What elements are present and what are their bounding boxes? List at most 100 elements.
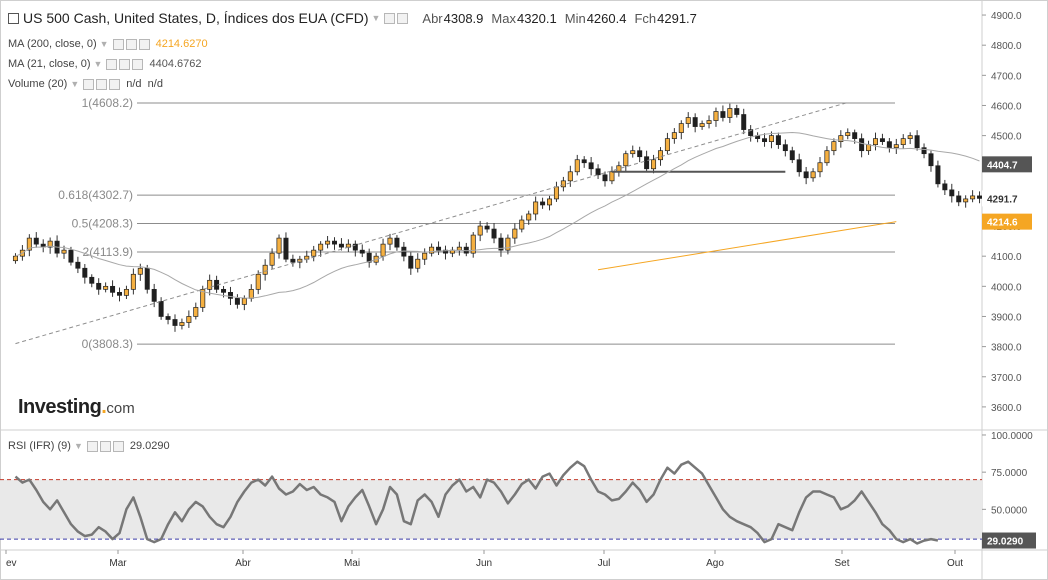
candle — [775, 132, 781, 149]
candle-body-up — [179, 322, 185, 326]
ma200-legend[interactable]: MA (200, close, 0) ▼ 4214.6270 — [8, 38, 208, 50]
settings-icon[interactable] — [99, 440, 111, 452]
fib-level-label: 0.5(4208.3) — [72, 217, 133, 231]
candle — [796, 153, 802, 177]
chevron-down-icon[interactable]: ▼ — [93, 59, 103, 69]
close-icon[interactable] — [138, 38, 150, 50]
collapse-icon[interactable] — [8, 12, 19, 24]
candle — [429, 243, 435, 257]
candle-body-up — [505, 237, 511, 251]
candle — [89, 274, 95, 288]
candle — [671, 128, 677, 144]
ma200-controls — [112, 38, 150, 50]
close-icon[interactable] — [132, 58, 144, 70]
candle — [110, 280, 116, 297]
settings-icon[interactable] — [96, 78, 108, 90]
candle-body-up — [512, 228, 518, 239]
time-tick-label: Mai — [344, 558, 360, 569]
time-tick-label: Ago — [706, 558, 724, 569]
chevron-down-icon[interactable]: ▼ — [73, 441, 83, 451]
ma21-badge — [982, 156, 1032, 173]
candle — [325, 235, 331, 249]
candle — [817, 157, 823, 178]
candle-body-up — [547, 198, 553, 206]
candle-body-down — [602, 174, 608, 182]
open-value: 4308.9 — [443, 10, 484, 26]
candle-body-down — [221, 288, 227, 293]
visibility-icon[interactable] — [112, 38, 124, 50]
max-value: 4320.1 — [516, 10, 557, 26]
rsi-controls — [86, 440, 124, 452]
volume-value-2: n/d — [147, 78, 163, 90]
candle — [588, 157, 594, 176]
ma21-legend[interactable]: MA (21, close, 0) ▼ 4404.6762 — [8, 58, 201, 70]
close-icon[interactable] — [112, 440, 124, 452]
chevron-down-icon[interactable]: ▼ — [70, 79, 80, 89]
candle-body-up — [47, 240, 53, 248]
min-value: 4260.4 — [586, 10, 627, 26]
candle-body-down — [748, 129, 754, 136]
candle-body-down — [117, 292, 123, 296]
chevron-down-icon[interactable]: ▼ — [371, 13, 381, 23]
settings-icon[interactable] — [397, 12, 409, 24]
ma21-controls — [106, 58, 144, 70]
candle — [207, 274, 213, 296]
candle — [276, 234, 282, 259]
close-icon[interactable] — [109, 78, 121, 90]
candle-body-up — [678, 123, 684, 133]
candle — [283, 232, 289, 263]
candle — [713, 107, 719, 127]
candle — [366, 248, 372, 268]
candle — [630, 145, 636, 158]
chevron-down-icon[interactable]: ▼ — [99, 39, 109, 49]
candle-body-up — [200, 288, 206, 308]
candle — [505, 234, 511, 255]
visibility-icon[interactable] — [83, 78, 95, 90]
candle — [637, 146, 643, 163]
visibility-icon[interactable] — [86, 440, 98, 452]
candle — [789, 146, 795, 164]
candle-body-down — [158, 301, 164, 317]
candle — [734, 104, 740, 118]
candle — [96, 278, 102, 295]
candle-body-down — [956, 195, 962, 203]
visibility-icon[interactable] — [384, 12, 396, 24]
last-price-badge — [982, 190, 1032, 207]
candle — [644, 150, 650, 172]
candle — [886, 138, 892, 153]
candle — [130, 268, 136, 295]
candle — [928, 150, 934, 172]
candle — [193, 302, 199, 320]
candle-body-up — [970, 195, 976, 200]
candle — [942, 179, 948, 195]
candle-body-down — [775, 135, 781, 146]
logo-dot: . — [101, 396, 107, 418]
ma21-badge-label: 4404.7 — [987, 160, 1018, 171]
candle — [685, 112, 691, 128]
candle-body-up — [623, 153, 629, 167]
candle — [227, 286, 233, 306]
candle-body-down — [359, 249, 365, 254]
rsi-legend[interactable]: RSI (IFR) (9) ▼ 29.0290 — [8, 440, 170, 452]
candle-body-down — [762, 138, 768, 142]
candle-body-up — [533, 201, 539, 215]
candle — [782, 139, 788, 157]
candle-body-up — [387, 237, 393, 245]
settings-icon[interactable] — [119, 58, 131, 70]
volume-legend[interactable]: Volume (20) ▼ n/d n/d — [8, 78, 163, 90]
candle-body-up — [567, 171, 573, 182]
fib-level-label: 0.618(4302.7) — [58, 188, 133, 202]
candle — [678, 120, 684, 140]
candle — [262, 259, 268, 281]
visibility-icon[interactable] — [106, 58, 118, 70]
candle-body-down — [782, 144, 788, 152]
price-tick-label: 4500.0 — [991, 132, 1022, 143]
candle — [706, 115, 712, 129]
settings-icon[interactable] — [125, 38, 137, 50]
candle — [26, 234, 32, 257]
candle-body-up — [12, 255, 18, 262]
candle-body-up — [311, 249, 317, 257]
candle — [741, 108, 747, 135]
candle-body-down — [484, 225, 490, 230]
